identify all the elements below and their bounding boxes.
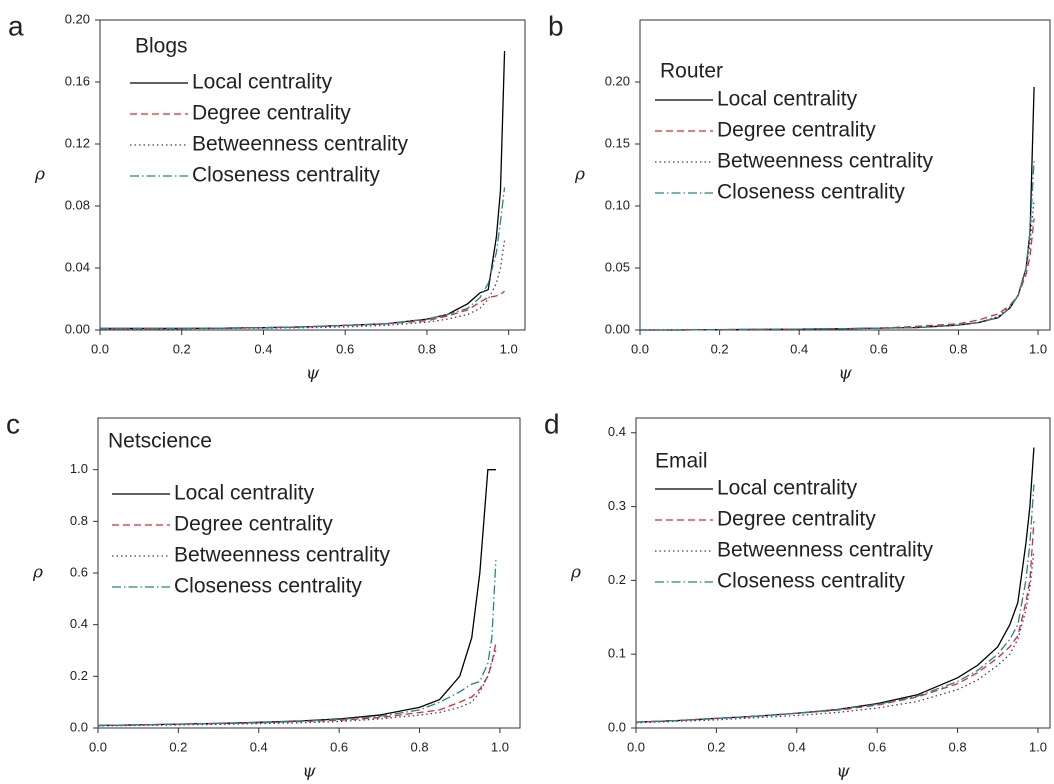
y-tick-label: 0.4 [70,616,88,631]
panel: a Blogs ψ ρ 0.0 0.2 0.4 0.6 0.8 1.0 0.00 0.04 0.08 0.… [8,10,526,384]
legend-label: Betweenness centrality [717,539,933,562]
y-axis-label: ρ [32,563,43,583]
y-tick-label: 0.0 [70,719,88,734]
y-tick-label: 0.2 [70,668,88,683]
y-axis-label: ρ [574,165,585,185]
x-tick-label: 0.0 [91,341,109,356]
x-tick-label: 0.0 [631,341,649,356]
data-line [640,160,1035,331]
legend-label: Betweenness centrality [717,150,933,173]
legend-label: Degree centrality [174,513,333,536]
data-line [99,240,506,330]
legend-label: Degree centrality [192,102,351,125]
legend-label: Betweenness centrality [192,133,408,156]
legend-label: Local centrality [717,477,858,500]
x-axis-label: ψ [836,762,850,782]
x-tick-label: 0.6 [336,341,354,356]
legend-label: Closeness centrality [192,164,380,187]
x-tick-label: 0.6 [870,341,888,356]
y-tick-label: 0.20 [65,11,90,26]
x-tick-label: 0.8 [418,341,436,356]
panel: b Router ψ ρ 0.0 0.2 0.4 0.6 0.8 1.0 0.00 0.05 0.10 0… [548,10,1051,384]
y-tick-label: 1.0 [70,461,88,476]
y-tick-label: 0.05 [605,259,630,274]
x-tick-label: 0.4 [250,739,268,754]
panel-label: b [548,10,564,41]
x-axis-label: ψ [306,364,320,384]
y-tick-label: 0.08 [65,197,90,212]
x-tick-label: 1.0 [1029,341,1047,356]
legend-label: Degree centrality [717,508,876,531]
panel: c Netscience ψ ρ 0.0 0.2 0.4 0.6 0.8 1.0 0.0 0.2 0.4… [6,408,521,782]
x-tick-label: 0.6 [868,739,886,754]
panel-label: c [6,408,20,439]
y-tick-label: 0.00 [605,321,630,336]
x-tick-label: 0.0 [89,739,107,754]
panel-title: Router [660,60,723,83]
y-axis-label: ρ [570,563,581,583]
x-tick-label: 1.0 [1029,739,1047,754]
y-tick-label: 0.3 [608,498,626,513]
legend-label: Closeness centrality [174,575,362,598]
x-tick-label: 0.2 [173,341,191,356]
data-line [100,187,506,330]
x-axis-label: ψ [838,364,852,384]
legend-label: Degree centrality [717,119,876,142]
legend-label: Closeness centrality [717,570,905,593]
panel: d Email ψ ρ 0.0 0.2 0.4 0.6 0.8 1.0 0.0 0.1 0.2 0.3 0.… [544,408,1051,782]
plot-frame [635,417,1051,729]
data-line [635,484,1035,723]
data-line [97,560,497,727]
x-tick-label: 1.0 [500,341,518,356]
x-tick-label: 0.2 [707,739,725,754]
y-tick-label: 0.10 [605,197,630,212]
legend-label: Local centrality [717,88,858,111]
y-tick-label: 0.15 [605,135,630,150]
y-tick-label: 0.04 [65,259,90,274]
legend-label: Local centrality [192,71,333,94]
legend-label: Betweenness centrality [174,544,390,567]
y-tick-label: 0.1 [608,646,626,661]
y-tick-label: 0.8 [70,513,88,528]
plot-frame [639,19,1051,331]
panel-label: a [8,10,24,41]
x-axis-label: ψ [302,762,316,782]
y-tick-label: 0.00 [65,321,90,336]
x-tick-label: 0.6 [330,739,348,754]
y-tick-label: 0.2 [608,572,626,587]
panel-title: Blogs [135,35,188,58]
y-tick-label: 0.16 [65,73,90,88]
data-line [640,199,1035,331]
x-tick-label: 0.8 [949,739,967,754]
panel-title: Netscience [108,430,212,453]
x-tick-label: 0.8 [410,739,428,754]
y-tick-label: 0.12 [65,135,90,150]
plot-frame [99,19,526,331]
panel-title: Email [655,450,708,473]
x-tick-label: 0.4 [788,739,806,754]
y-tick-label: 0.20 [605,73,630,88]
legend-label: Local centrality [174,482,315,505]
x-tick-label: 0.8 [949,341,967,356]
y-tick-label: 0.0 [608,719,626,734]
data-line [640,218,1035,331]
x-tick-label: 0.4 [790,341,808,356]
panel-label: d [544,408,560,439]
y-axis-label: ρ [34,165,45,185]
legend-label: Closeness centrality [717,181,905,204]
x-tick-label: 0.2 [169,739,187,754]
data-line [97,650,497,727]
plot-frame [97,417,521,729]
x-tick-label: 0.4 [254,341,272,356]
data-line [100,290,505,330]
x-tick-label: 1.0 [491,739,509,754]
y-tick-label: 0.6 [70,564,88,579]
x-tick-label: 0.2 [711,341,729,356]
y-tick-label: 0.4 [608,424,626,439]
x-tick-label: 0.0 [627,739,645,754]
